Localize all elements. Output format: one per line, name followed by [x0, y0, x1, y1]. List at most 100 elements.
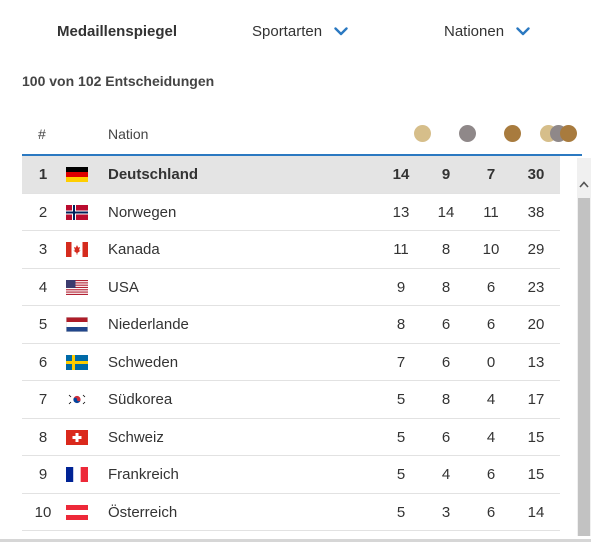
gold-count: 8	[396, 316, 406, 333]
table-row[interactable]: 5 Niederlande 8 6 6 20	[22, 306, 560, 344]
nav-tab-medal-table[interactable]: Medaillenspiegel	[57, 19, 177, 43]
gold-medal-icon[interactable]	[414, 125, 431, 142]
bronze-count: 6	[486, 316, 496, 333]
total-count: 14	[527, 503, 545, 521]
nation-name[interactable]: Frankreich	[108, 466, 179, 483]
divider	[0, 539, 591, 542]
total-count: 23	[527, 278, 545, 296]
table-row[interactable]: 4 USA 9 8 6 23	[22, 269, 560, 306]
nav-dropdown-sports[interactable]: Sportarten	[252, 19, 348, 43]
silver-count: 6	[441, 316, 451, 333]
top-navigation: Medaillenspiegel Sportarten Nationen	[0, 0, 591, 62]
nav-dropdown-nations-label: Nationen	[444, 22, 505, 40]
rank-cell: 10	[34, 503, 52, 521]
bronze-count: 6	[486, 466, 496, 483]
silver-medal-icon[interactable]	[459, 125, 476, 142]
gold-count: 5	[396, 391, 406, 408]
nation-name[interactable]: Kanada	[108, 241, 160, 258]
nation-name[interactable]: Schweden	[108, 353, 179, 371]
nation-name[interactable]: Schweiz	[108, 428, 164, 446]
column-header-rank[interactable]: #	[38, 126, 46, 142]
nation-name[interactable]: Südkorea	[108, 391, 173, 408]
gold-count: 5	[396, 428, 406, 446]
rank-cell: 3	[38, 241, 48, 258]
total-count: 15	[527, 428, 545, 446]
total-count: 30	[527, 166, 545, 183]
rank-cell: 8	[38, 428, 48, 446]
table-row[interactable]: 8 Schweiz 5 6 4 15	[22, 419, 560, 456]
total-count: 20	[527, 316, 545, 333]
silver-count: 8	[441, 241, 451, 258]
nation-name[interactable]: Niederlande	[108, 316, 189, 333]
bronze-count: 7	[486, 166, 496, 183]
bronze-count: 4	[486, 428, 496, 446]
rank-cell: 5	[38, 316, 48, 333]
table-row[interactable]: 6 Schweden 7 6 0 13	[22, 344, 560, 381]
total-medals-icon[interactable]	[540, 125, 580, 142]
gold-count: 9	[396, 278, 406, 296]
table-row[interactable]: 3 Kanada 11 8 10 29	[22, 231, 560, 269]
bronze-count: 6	[486, 278, 496, 296]
scrollbar-thumb[interactable]	[578, 198, 590, 536]
rank-cell: 2	[38, 203, 48, 221]
table-header: # Nation	[22, 118, 582, 156]
nation-name[interactable]: Deutschland	[108, 166, 199, 183]
nav-dropdown-sports-label: Sportarten	[252, 22, 323, 40]
table-row[interactable]: 1 Deutschland 14 9 7 30	[22, 156, 560, 194]
norway-flag-icon	[66, 204, 88, 220]
gold-count: 13	[392, 203, 410, 221]
silver-count: 3	[441, 503, 451, 521]
rank-cell: 4	[38, 278, 48, 296]
france-flag-icon	[66, 467, 88, 482]
south-korea-flag-icon	[66, 392, 88, 407]
total-count: 17	[527, 391, 545, 408]
total-count: 38	[527, 203, 545, 221]
total-count: 13	[527, 353, 545, 371]
silver-count: 6	[441, 353, 451, 371]
chevron-down-icon	[516, 26, 530, 36]
rank-cell: 7	[38, 391, 48, 408]
silver-count: 4	[441, 466, 451, 483]
decisions-count: 100 von 102 Entscheidungen	[22, 73, 215, 89]
gold-count: 5	[396, 466, 406, 483]
nav-dropdown-nations[interactable]: Nationen	[444, 19, 530, 43]
silver-count: 8	[441, 391, 451, 408]
scroll-up-arrow-icon[interactable]	[577, 176, 591, 192]
gold-count: 7	[396, 353, 406, 371]
nation-name[interactable]: Norwegen	[108, 203, 177, 221]
column-header-nation[interactable]: Nation	[108, 126, 149, 142]
rank-cell: 1	[38, 166, 48, 183]
nav-tab-medal-table-label: Medaillenspiegel	[57, 22, 178, 40]
rank-cell: 9	[38, 466, 48, 483]
silver-count: 8	[441, 278, 451, 296]
table-row[interactable]: 2 Norwegen 13 14 11 38	[22, 194, 560, 231]
gold-count: 11	[393, 241, 409, 258]
nation-name[interactable]: USA	[108, 278, 139, 296]
nation-name[interactable]: Österreich	[108, 503, 178, 521]
gold-count: 5	[396, 503, 406, 521]
silver-count: 6	[441, 428, 451, 446]
rank-cell: 6	[38, 353, 48, 371]
bronze-medal-icon[interactable]	[504, 125, 521, 142]
bronze-count: 10	[482, 241, 500, 258]
silver-count: 9	[441, 166, 451, 183]
bronze-count: 4	[486, 391, 496, 408]
table-row[interactable]: 10 Österreich 5 3 6 14	[22, 494, 560, 531]
vertical-scrollbar[interactable]	[577, 158, 591, 536]
table-row[interactable]: 9 Frankreich 5 4 6 15	[22, 456, 560, 494]
gold-count: 14	[392, 166, 410, 183]
austria-flag-icon	[66, 504, 88, 520]
netherlands-flag-icon	[66, 317, 88, 332]
chevron-down-icon	[334, 26, 348, 36]
bronze-count: 0	[486, 353, 496, 371]
total-count: 15	[527, 466, 545, 483]
total-count: 29	[527, 241, 545, 258]
silver-count: 14	[437, 203, 455, 221]
table-row[interactable]: 7 Südkorea 5 8 4 17	[22, 381, 560, 419]
medal-table-body: 1 Deutschland 14 9 7 30 2 Norwegen 13 14 11 38 3 Kana…	[22, 156, 560, 531]
canada-flag-icon	[66, 242, 88, 257]
bronze-count: 11	[483, 203, 499, 221]
germany-flag-icon	[66, 167, 88, 182]
switzerland-flag-icon	[66, 429, 88, 445]
bronze-count: 6	[486, 503, 496, 521]
